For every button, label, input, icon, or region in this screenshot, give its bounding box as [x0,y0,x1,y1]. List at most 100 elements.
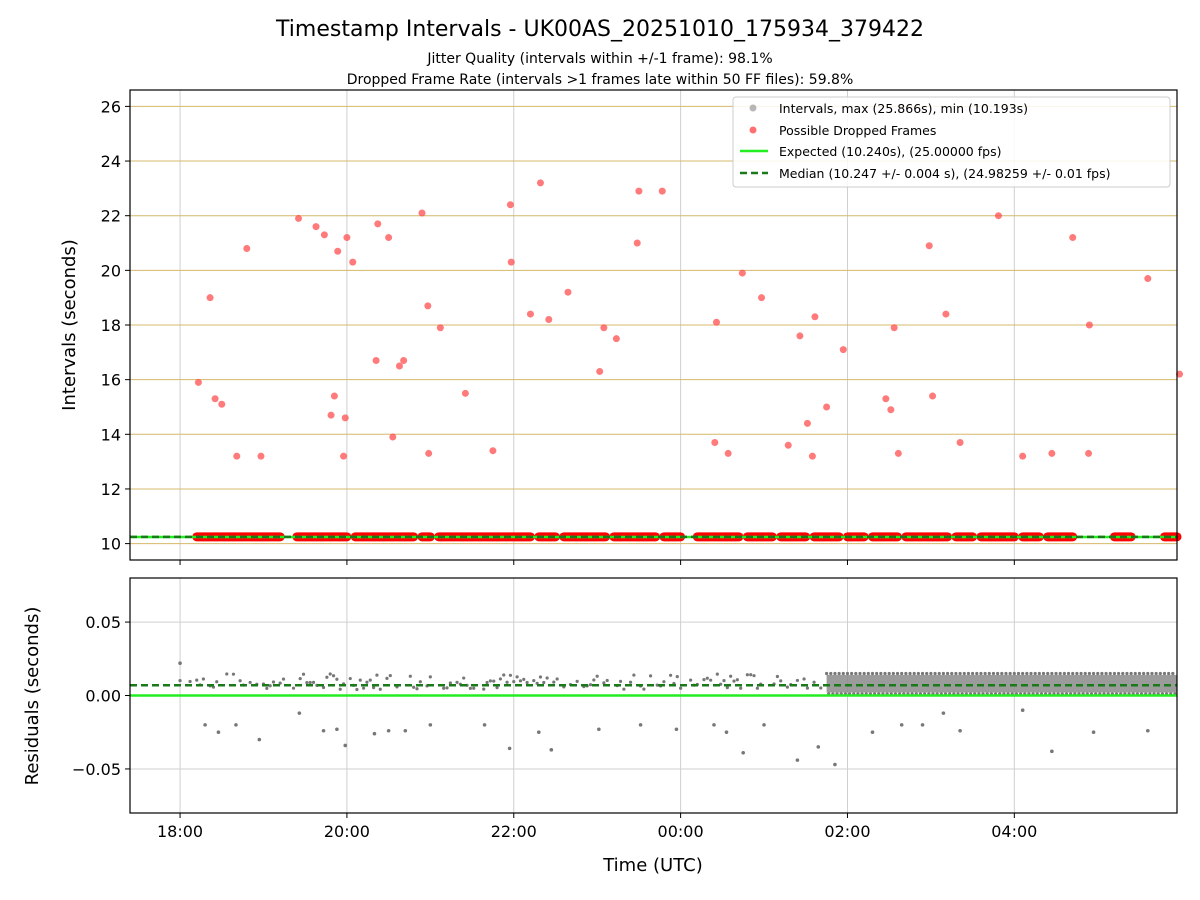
dropped-frame-point [536,179,544,187]
dropped-frame-point [1069,234,1077,242]
residual-point [908,671,912,676]
residual-outlier-point [234,723,238,727]
residual-point [975,671,979,676]
residual-point [812,680,816,684]
dropped-frame-point [327,411,335,419]
intervals-ytick-label: 14 [101,425,121,444]
residual-point [945,671,950,676]
residual-point [858,671,862,676]
residual-point [1075,671,1079,676]
residual-point [588,683,593,687]
residual-point [415,687,419,691]
residual-point [492,679,496,683]
residual-point [1008,671,1012,676]
residual-point [278,681,282,685]
residual-point [745,673,749,677]
residual-point [308,680,312,685]
dropped-frame-point [712,318,720,326]
residual-point [895,671,900,676]
residual-dense-band [826,674,1177,693]
residual-outlier-point [833,762,837,767]
dropped-frame-point [320,231,328,239]
residual-point [445,686,449,690]
residual-point [648,674,653,678]
residual-point [291,686,296,690]
residual-outlier-point [1020,708,1025,712]
chart-title: Timestamp Intervals - UK00AS_20251010_17… [275,17,924,42]
dropped-frame-point [738,269,746,277]
residual-outlier-point [403,728,408,733]
residual-point [462,676,466,680]
dropped-frame-point [803,419,811,427]
dropped-frame-point [233,452,241,460]
residual-point [468,686,472,690]
dropped-frame-point [1085,321,1093,329]
residual-point [188,679,192,684]
residual-point [937,671,941,676]
dropped-frame-point [942,310,950,318]
residual-point [632,673,636,677]
dropped-frame-point [929,392,937,400]
residual-point [1142,671,1146,676]
residual-point [505,680,509,684]
residual-outlier-point [321,728,326,733]
residual-point [825,671,829,676]
x-tick-label: 22:00 [491,822,537,841]
residual-outlier-point [428,723,433,727]
residual-point [802,677,806,681]
residual-point [715,672,719,676]
residual-point [515,675,519,679]
dropped-frame-point [349,258,357,266]
residual-point [542,680,546,685]
residual-point [502,673,506,677]
dropped-frame-point [633,239,641,247]
residual-point [833,671,837,676]
residual-point [575,679,579,683]
dropped-frame-point [925,242,933,250]
residuals-panel: −0.05 0.00 0.05 18:00 20:00 22:00 00:00 02:00 04… [22,577,1178,876]
residual-point [1104,671,1108,676]
x-tick-label: 02:00 [824,822,870,841]
residual-outlier-point [816,745,821,749]
residual-point [755,686,759,690]
legend-box [732,96,1171,188]
residual-point [1154,671,1158,676]
residual-point [887,671,891,676]
residual-point [1129,671,1133,676]
residual-point [368,678,372,682]
residual-point [301,672,306,676]
residual-point [268,684,272,688]
residual-point [338,687,342,691]
dropped-frame-point [887,406,895,414]
residual-point [385,676,389,680]
residual-point [1108,671,1112,676]
residual-outlier-point [335,727,339,732]
residual-point [950,671,954,676]
intervals-ytick-label: 18 [101,316,121,335]
residual-point [448,681,452,685]
residual-point [361,686,366,690]
dropped-frame-point [796,332,804,340]
residual-outlier-point [297,711,302,715]
dropped-frame-point [257,452,265,460]
residual-point [298,677,302,681]
residual-point [722,679,726,683]
dropped-frame-point [243,244,251,252]
dropped-frame-point [425,449,433,457]
residual-point [271,680,276,684]
residual-point [775,674,779,679]
dropped-frame-point [374,220,382,228]
residual-points [178,661,1150,767]
residual-point [372,686,376,690]
x-tick-label: 20:00 [324,822,370,841]
residual-point [732,679,736,683]
residual-point [954,671,958,676]
residual-point [675,675,679,679]
residual-point [348,676,352,681]
residual-point [485,680,489,685]
residual-point [1046,671,1050,676]
residual-point [991,671,996,676]
residual-point [378,687,382,691]
residual-point [689,678,693,682]
residual-outlier-point [1091,730,1096,735]
